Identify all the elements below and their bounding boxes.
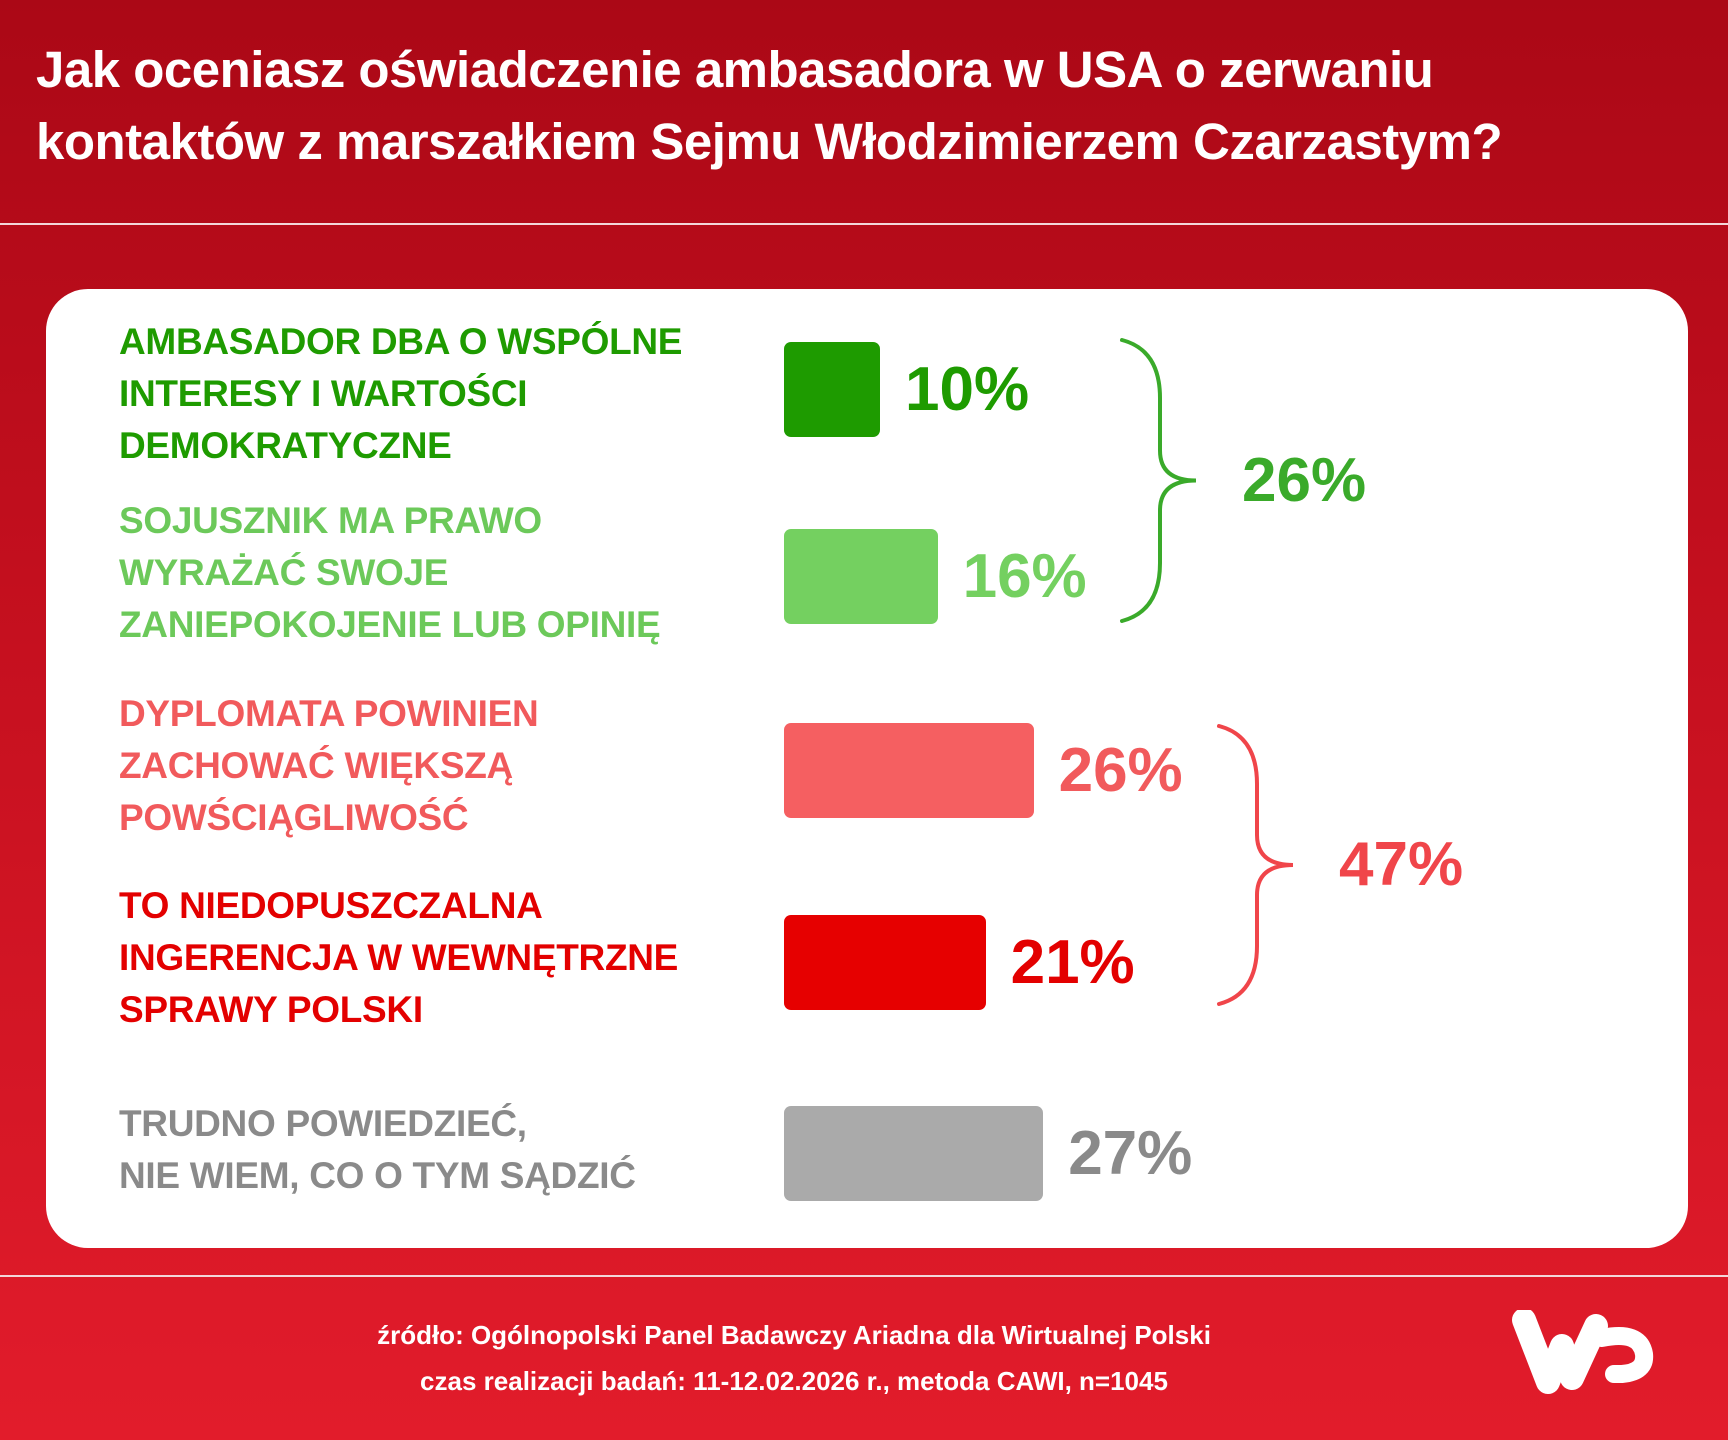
category-label: AMBASADOR DBA O WSPÓLNE INTERESY I WARTOŚ… xyxy=(119,316,682,472)
category-label-line: POWŚCIĄGLIWOŚĆ xyxy=(119,797,469,838)
value-label: 16% xyxy=(962,542,1087,611)
category-label: DYPLOMATA POWINIEN ZACHOWAĆ WIĘKSZĄ POWŚCI… xyxy=(119,688,539,844)
method-text: czas realizacji badań: 11-12.02.2026 r.,… xyxy=(420,1366,1168,1396)
value-label: 10% xyxy=(905,355,1030,424)
category-label-line: DYPLOMATA POWINIEN xyxy=(119,693,539,734)
value-label: 27% xyxy=(1068,1119,1193,1188)
bar xyxy=(784,342,880,437)
category-label-line: TRUDNO POWIEDZIEĆ, xyxy=(119,1103,527,1144)
group-brace xyxy=(1120,338,1197,623)
category-label-line: TO NIEDOPUSZCZALNA xyxy=(119,885,543,926)
group-total-label: 47% xyxy=(1339,830,1464,899)
title-line-2: kontaktów z marszałkiem Sejmu Włodzimier… xyxy=(36,113,1503,170)
category-label: SOJUSZNIK MA PRAWO WYRAŻAĆ SWOJE ZANIEPOKO… xyxy=(119,495,661,651)
category-label-line: WYRAŻAĆ SWOJE xyxy=(119,552,449,593)
category-label-line: INGERENCJA W WEWNĘTRZNE xyxy=(119,937,679,978)
bar xyxy=(784,915,986,1010)
group-total-label: 26% xyxy=(1242,445,1367,515)
category-label-line: DEMOKRATYCZNE xyxy=(119,425,452,466)
value-label: 26% xyxy=(1058,736,1183,805)
title-line-1: Jak oceniasz oświadczenie ambasadora w U… xyxy=(36,41,1434,98)
category-label-line: AMBASADOR DBA O WSPÓLNE xyxy=(119,321,683,362)
group-brace xyxy=(1217,724,1294,1006)
category-label: TRUDNO POWIEDZIEĆ, NIE WIEM, CO O TYM SĄD… xyxy=(119,1098,636,1202)
category-label-line: ZACHOWAĆ WIĘKSZĄ xyxy=(119,745,513,786)
chart-title: Jak oceniasz oświadczenie ambasadora w U… xyxy=(36,34,1716,178)
footer-divider xyxy=(0,1275,1728,1277)
bar xyxy=(784,529,938,624)
category-label: TO NIEDOPUSZCZALNA INGERENCJA W WEWNĘTRZN… xyxy=(119,880,678,1036)
bar xyxy=(784,723,1034,818)
bar xyxy=(784,1106,1044,1201)
category-label-line: SPRAWY POLSKI xyxy=(119,989,423,1030)
category-label-line: INTERESY I WARTOŚCI xyxy=(119,373,528,414)
value-label: 21% xyxy=(1010,928,1135,997)
category-label-line: ZANIEPOKOJENIE LUB OPINIĘ xyxy=(119,604,661,645)
category-label-line: NIE WIEM, CO O TYM SĄDZIĆ xyxy=(119,1155,636,1196)
category-label-line: SOJUSZNIK MA PRAWO xyxy=(119,500,542,541)
wp-logo xyxy=(1512,1310,1654,1394)
source-text: źródło: Ogólnopolski Panel Badawczy Aria… xyxy=(377,1320,1211,1350)
header-divider xyxy=(0,223,1728,225)
